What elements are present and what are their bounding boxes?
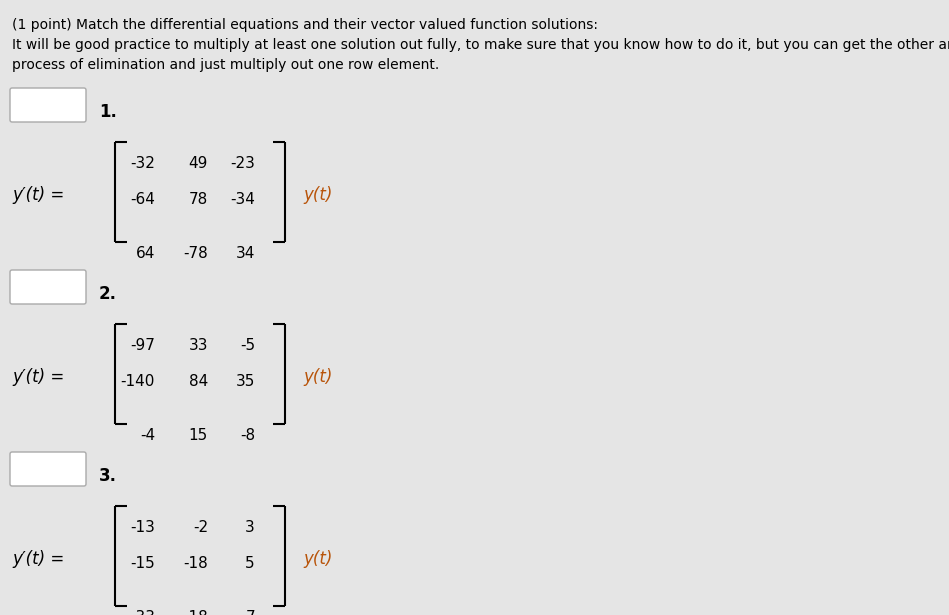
- Text: -23: -23: [230, 156, 255, 172]
- Text: 49: 49: [189, 156, 208, 172]
- Text: 15: 15: [189, 429, 208, 443]
- Text: -64: -64: [130, 192, 155, 207]
- Text: -4: -4: [140, 429, 155, 443]
- Text: 2.: 2.: [99, 285, 117, 303]
- Text: -5: -5: [240, 338, 255, 354]
- Text: -33: -33: [130, 611, 155, 615]
- Text: y′(t) =: y′(t) =: [12, 186, 65, 204]
- Text: y(t): y(t): [303, 368, 332, 386]
- Text: -34: -34: [230, 192, 255, 207]
- Text: 1.: 1.: [99, 103, 117, 121]
- Text: 78: 78: [189, 192, 208, 207]
- Text: 5: 5: [246, 557, 255, 571]
- Text: -18: -18: [183, 557, 208, 571]
- Text: -140: -140: [121, 375, 155, 389]
- Text: -32: -32: [130, 156, 155, 172]
- Text: 33: 33: [189, 338, 208, 354]
- Text: -97: -97: [130, 338, 155, 354]
- Text: 84: 84: [189, 375, 208, 389]
- Text: process of elimination and just multiply out one row element.: process of elimination and just multiply…: [12, 58, 439, 72]
- Text: 7: 7: [246, 611, 255, 615]
- Text: y′(t) =: y′(t) =: [12, 368, 65, 386]
- Text: y′(t) =: y′(t) =: [12, 550, 65, 568]
- Text: 34: 34: [235, 247, 255, 261]
- Text: y(t): y(t): [303, 550, 332, 568]
- Text: -78: -78: [183, 247, 208, 261]
- Text: 3: 3: [245, 520, 255, 536]
- Text: 64: 64: [136, 247, 155, 261]
- Text: 3.: 3.: [99, 467, 117, 485]
- FancyBboxPatch shape: [10, 88, 86, 122]
- Text: It will be good practice to multiply at least one solution out fully, to make su: It will be good practice to multiply at …: [12, 38, 949, 52]
- Text: y(t): y(t): [303, 186, 332, 204]
- Text: (1 point) Match the differential equations and their vector valued function solu: (1 point) Match the differential equatio…: [12, 18, 598, 32]
- Text: -15: -15: [130, 557, 155, 571]
- Text: -13: -13: [130, 520, 155, 536]
- FancyBboxPatch shape: [10, 270, 86, 304]
- Text: -8: -8: [240, 429, 255, 443]
- Text: -2: -2: [193, 520, 208, 536]
- Text: -18: -18: [183, 611, 208, 615]
- FancyBboxPatch shape: [10, 452, 86, 486]
- Text: 35: 35: [235, 375, 255, 389]
